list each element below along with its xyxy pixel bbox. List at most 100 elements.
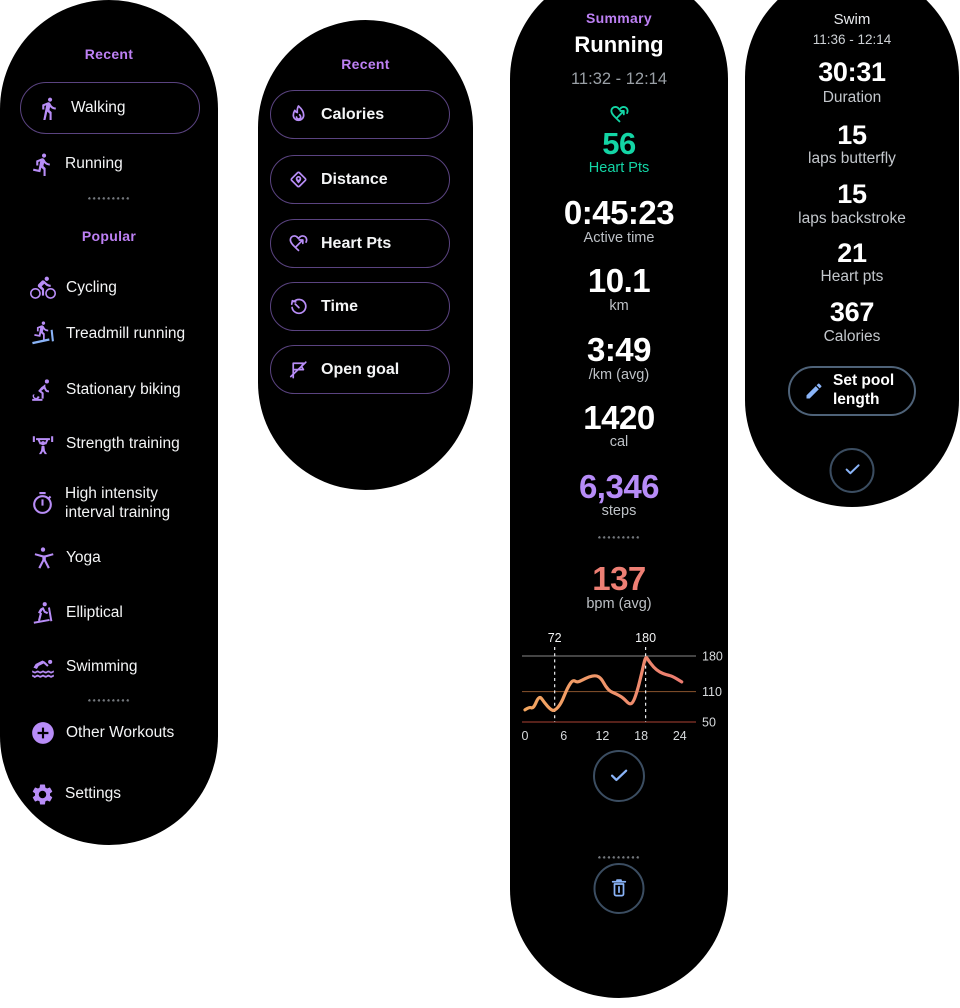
set-pool-length-label: Set pool length <box>833 372 895 408</box>
goal-option-label: Distance <box>321 170 388 188</box>
swim-summary-screen: Swim 11:36 - 12:14 30:31 Duration 15 lap… <box>745 0 959 507</box>
summary-header: Summary <box>586 10 652 26</box>
calories-label: cal <box>609 434 629 450</box>
svg-text:24: 24 <box>673 729 687 743</box>
popular-header: Popular <box>81 228 137 244</box>
goal-option-calories[interactable]: Calories <box>270 90 450 139</box>
workout-item-stationary-biking[interactable]: Stationary biking <box>30 377 208 403</box>
confirm-button[interactable] <box>829 448 875 493</box>
workout-item-label: Elliptical <box>66 603 123 621</box>
svg-text:6: 6 <box>560 729 567 743</box>
svg-text:110: 110 <box>702 685 722 699</box>
duration-value: 30:31 <box>818 57 886 87</box>
goal-option-label: Time <box>321 297 359 315</box>
calories-value: 367 <box>829 297 875 327</box>
running-summary-screen: Summary Running 11:32 - 12:14 56 Heart P… <box>510 0 728 998</box>
heart-pts-label: Heart pts <box>820 268 884 285</box>
svg-text:0: 0 <box>522 729 529 743</box>
goal-option-time[interactable]: Time <box>270 282 450 331</box>
laps-backstroke-label: laps backstroke <box>798 210 906 227</box>
running-icon <box>30 152 55 177</box>
goal-option-label: Open goal <box>321 360 400 378</box>
laps-butterfly-value: 15 <box>837 120 867 150</box>
trash-icon <box>608 876 631 902</box>
time-icon <box>287 295 310 318</box>
strength-icon <box>30 431 56 457</box>
walking-icon <box>36 96 61 121</box>
heart-rate-line <box>523 655 684 712</box>
calories-value: 1420 <box>583 399 655 436</box>
heart-points-icon <box>287 232 310 255</box>
workout-item-swimming[interactable]: Swimming <box>30 654 208 680</box>
cycling-icon <box>30 275 56 301</box>
active-time-label: Active time <box>583 230 655 246</box>
settings-item[interactable]: Settings <box>30 782 208 807</box>
svg-text:180: 180 <box>635 631 656 645</box>
calories-label: Calories <box>823 328 881 345</box>
svg-text:18: 18 <box>634 729 648 743</box>
confirm-button[interactable] <box>593 750 645 802</box>
goal-type-screen: Recent Calories Distance Heart Pts Time <box>258 20 473 490</box>
stationary-bike-icon <box>30 377 56 403</box>
steps-value: 6,346 <box>578 468 660 505</box>
workout-item-label: Strength training <box>66 434 180 452</box>
goal-option-label: Heart Pts <box>321 234 392 252</box>
workout-item-hiit[interactable]: High intensity interval training <box>30 485 208 522</box>
workout-item-cycling[interactable]: Cycling <box>30 275 208 301</box>
divider-dotted <box>88 197 130 200</box>
add-circle-icon <box>30 720 56 746</box>
distance-value: 10.1 <box>587 262 651 299</box>
heart-pts-value: 21 <box>837 238 867 268</box>
check-icon <box>606 762 632 791</box>
flame-icon <box>287 103 310 126</box>
hiit-timer-icon <box>30 491 55 516</box>
workout-item-label: Cycling <box>66 278 117 296</box>
pace-value: 3:49 <box>586 331 652 368</box>
workout-item-label: Stationary biking <box>66 380 181 398</box>
active-time-value: 0:45:23 <box>563 194 675 231</box>
pace-label: /km (avg) <box>588 367 650 383</box>
bpm-value: 137 <box>592 560 646 597</box>
laps-backstroke-value: 15 <box>837 179 867 209</box>
heart-pts-label: Heart Pts <box>588 160 650 176</box>
workout-item-other-workouts[interactable]: Other Workouts <box>30 720 208 746</box>
duration-label: Duration <box>822 89 882 106</box>
workout-item-strength-training[interactable]: Strength training <box>30 431 208 457</box>
pencil-icon <box>804 381 824 401</box>
workout-item-running[interactable]: Running <box>30 152 208 177</box>
chart-axis-labels: 180 110 50 0 6 12 18 24 <box>522 650 723 744</box>
bpm-label: bpm (avg) <box>586 596 652 612</box>
yoga-icon <box>30 545 56 571</box>
workout-item-label: High intensity interval training <box>65 485 171 521</box>
workout-item-elliptical[interactable]: Elliptical <box>30 600 208 626</box>
delete-button[interactable] <box>593 863 645 914</box>
elliptical-icon <box>30 600 56 626</box>
workout-list-screen: Recent Walking Running Popular Cycling <box>0 0 218 845</box>
goal-option-distance[interactable]: Distance <box>270 155 450 204</box>
swim-title: Swim <box>833 11 871 28</box>
workout-item-label: Other Workouts <box>66 723 175 741</box>
workout-item-label: Yoga <box>66 548 101 566</box>
workout-item-walking[interactable]: Walking <box>20 82 200 134</box>
workout-item-label: Treadmill running <box>66 324 186 342</box>
goal-option-open-goal[interactable]: Open goal <box>270 345 450 394</box>
distance-label: km <box>609 298 629 314</box>
divider-dotted <box>88 699 130 702</box>
recent-header: Recent <box>341 56 390 72</box>
distance-pin-icon <box>287 168 310 191</box>
workout-item-label: Walking <box>71 99 126 116</box>
open-goal-flag-icon <box>287 358 310 381</box>
set-pool-length-button[interactable]: Set pool length <box>788 366 916 416</box>
workout-item-yoga[interactable]: Yoga <box>30 545 208 571</box>
heart-pts-value: 56 <box>602 126 636 161</box>
laps-butterfly-label: laps butterfly <box>808 150 896 167</box>
treadmill-icon <box>30 321 56 347</box>
recent-header: Recent <box>84 46 134 62</box>
goal-option-heart-pts[interactable]: Heart Pts <box>270 219 450 268</box>
svg-text:50: 50 <box>702 716 716 730</box>
heart-points-icon <box>510 103 728 131</box>
steps-label: steps <box>601 503 637 519</box>
workout-item-treadmill-running[interactable]: Treadmill running <box>30 321 208 347</box>
check-icon <box>841 458 863 483</box>
